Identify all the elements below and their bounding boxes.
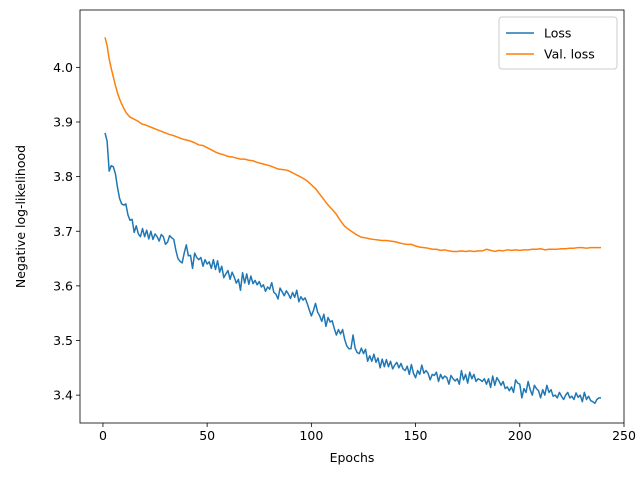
y-axis-ticks: 3.4 3.5 3.6 3.7 3.8 3.9 4.0 [53, 60, 80, 403]
x-tick-label: 50 [199, 428, 215, 443]
legend-label: Loss [544, 26, 571, 41]
y-tick-label: 3.8 [53, 169, 73, 184]
legend-box [498, 16, 618, 70]
x-tick-label: 0 [99, 428, 107, 443]
y-tick-label: 3.4 [53, 388, 73, 403]
y-axis-label: Negative log-likelihood [13, 145, 28, 288]
y-tick-label: 3.9 [53, 114, 73, 129]
x-tick-label: 150 [404, 428, 428, 443]
series-line-val-loss [104, 37, 602, 253]
series-layer [104, 37, 602, 405]
x-tick-label: 250 [612, 428, 636, 443]
x-tick-label: 100 [299, 428, 323, 443]
y-tick-label: 3.6 [53, 278, 73, 293]
legend-label: Val. loss [544, 47, 595, 62]
x-axis-label: Epochs [330, 450, 375, 465]
y-tick-label: 4.0 [53, 60, 73, 75]
legend: Loss Val. loss [498, 16, 618, 70]
y-tick-label: 3.5 [53, 333, 73, 348]
x-tick-label: 200 [508, 428, 532, 443]
x-axis-ticks: 0 50 100 150 200 250 [99, 423, 636, 443]
series-line-loss [104, 132, 602, 405]
plot-frame [79, 9, 625, 424]
y-tick-label: 3.7 [53, 224, 73, 239]
